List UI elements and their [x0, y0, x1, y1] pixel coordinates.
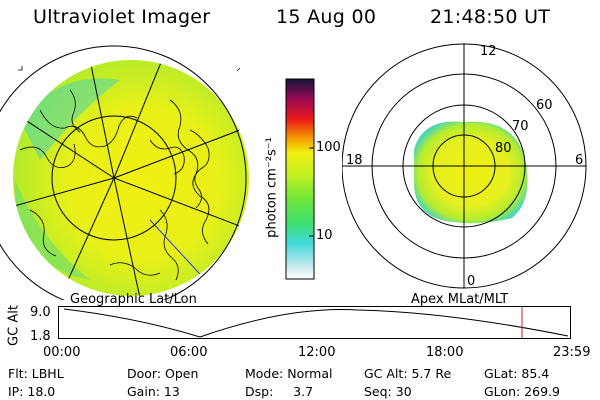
geographic-image-panel [0, 45, 249, 300]
apex-polar-panel [342, 43, 587, 289]
status-door: Door: Open [127, 366, 199, 381]
status-glat: GLat: 85.4 [484, 366, 550, 381]
mlt-label-6: 6 [575, 153, 584, 168]
apex-panel-caption: Apex MLat/MLT [411, 292, 509, 307]
auroral-oval-image [414, 121, 528, 224]
polar-grid [342, 44, 586, 288]
status-mode: Mode: Normal [245, 366, 333, 381]
instrument-title: Ultraviolet Imager [33, 6, 211, 28]
status-gc-alt: GC Alt: 5.7 Re [364, 366, 452, 381]
mlat-label-70: 70 [512, 119, 529, 134]
mlt-label-18: 18 [346, 153, 363, 168]
status-dsp: Dsp: 3.7 [245, 384, 314, 399]
mlt-label-12: 12 [480, 44, 497, 59]
altitude-ytick-9: 9.0 [30, 305, 51, 320]
status-ip: IP: 18.0 [8, 384, 56, 399]
altitude-xtick-0000: 00:00 [43, 345, 81, 360]
altitude-ylabel: GC Alt [6, 305, 22, 346]
status-seq: Seq: 30 [364, 384, 412, 399]
colorbar-tick-10: 10 [316, 228, 333, 243]
geo-panel-caption: Geographic Lat/Lon [70, 292, 197, 307]
altitude-xtick-2359: 23:59 [553, 345, 591, 360]
altitude-xtick-1200: 12:00 [298, 345, 336, 360]
colorbar-unit-label: photon cm⁻²s⁻¹ [264, 137, 280, 238]
altitude-xtick-0600: 06:00 [170, 345, 208, 360]
status-gain: Gain: 13 [127, 384, 180, 399]
altitude-trace-plot [58, 306, 571, 339]
coastline-outlines [19, 89, 210, 281]
altitude-xtick-1800: 18:00 [426, 345, 464, 360]
observation-date: 15 Aug 00 [276, 6, 377, 28]
colorbar [285, 78, 315, 280]
observation-time: 21:48:50 UT [430, 6, 551, 28]
altitude-ytick-1.8: 1.8 [30, 329, 51, 344]
status-glon: GLon: 269.9 [484, 384, 560, 399]
altitude-trace-line [63, 308, 569, 338]
mlat-label-80: 80 [495, 141, 512, 156]
mlat-label-60: 60 [536, 98, 553, 113]
colorbar-tick-100: 100 [316, 140, 341, 155]
status-filter: Flt: LBHL [8, 366, 64, 381]
mlt-label-0: 0 [467, 274, 476, 289]
